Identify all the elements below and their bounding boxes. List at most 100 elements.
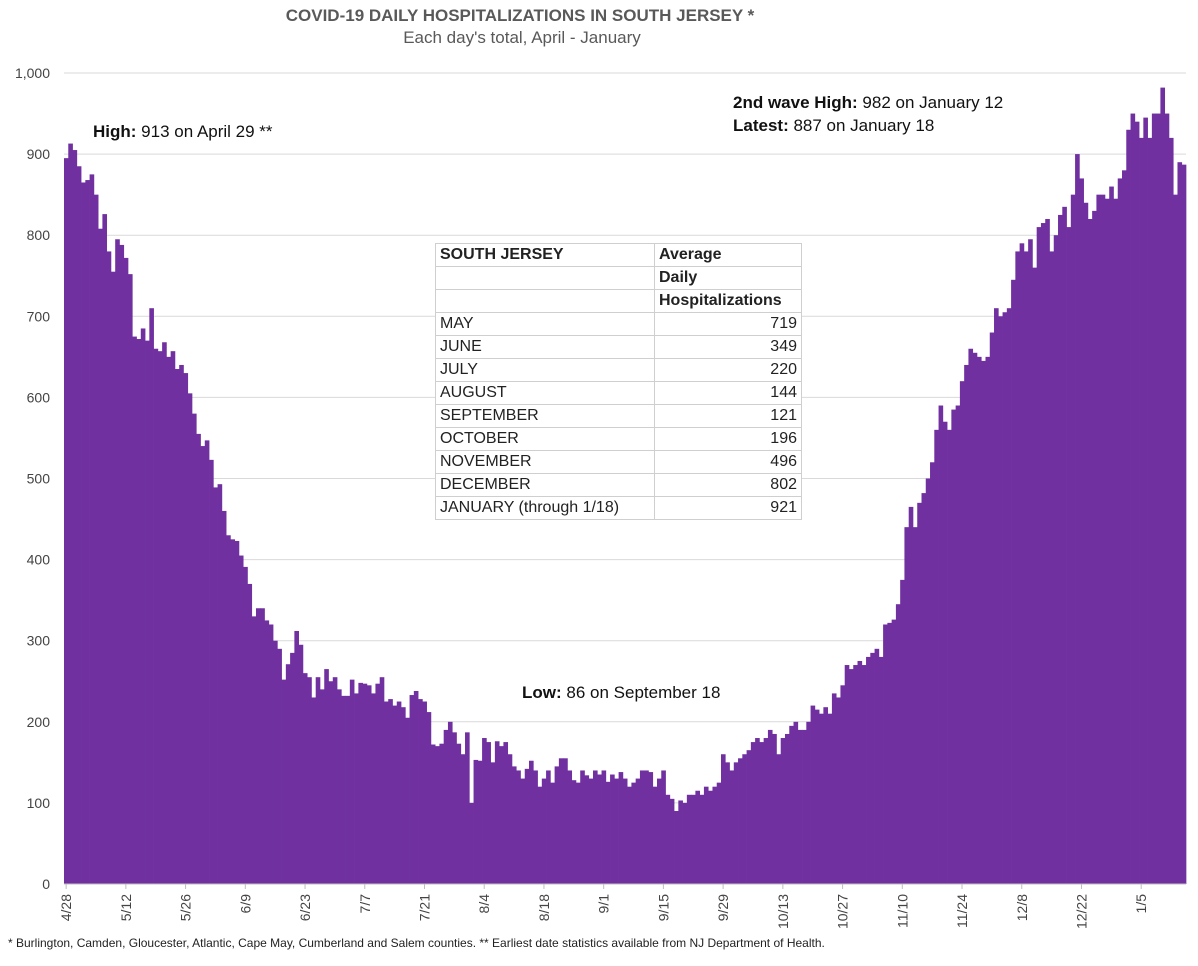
bar bbox=[307, 677, 312, 884]
bar bbox=[618, 772, 624, 884]
bar bbox=[366, 685, 372, 884]
x-tick-label: 7/7 bbox=[357, 894, 373, 914]
bar bbox=[883, 624, 888, 884]
bar bbox=[1053, 235, 1059, 884]
bar bbox=[657, 778, 662, 884]
bar bbox=[1164, 113, 1170, 885]
bar bbox=[1019, 243, 1025, 884]
bar bbox=[85, 180, 90, 885]
bar bbox=[567, 770, 573, 884]
bar bbox=[1070, 194, 1076, 884]
bar bbox=[140, 328, 146, 885]
bar bbox=[767, 729, 773, 884]
bar bbox=[1015, 251, 1020, 885]
bar bbox=[575, 782, 581, 885]
bar bbox=[315, 677, 321, 884]
bar bbox=[456, 743, 462, 884]
bar bbox=[328, 681, 334, 884]
table-header-hospitalizations: Hospitalizations bbox=[654, 289, 802, 313]
bar bbox=[127, 274, 133, 884]
bar bbox=[1173, 194, 1178, 884]
bar bbox=[870, 652, 875, 884]
bar bbox=[1177, 162, 1183, 884]
x-tick-label: 11/24 bbox=[954, 894, 970, 928]
second-wave-label: 2nd wave High: bbox=[733, 93, 858, 112]
table-row: JANUARY (through 1/18) 921 bbox=[435, 496, 802, 520]
bar bbox=[1143, 117, 1148, 885]
bar bbox=[942, 421, 948, 884]
table-header-spacer bbox=[435, 289, 655, 313]
second-wave-text: 982 on January 12 bbox=[858, 93, 1004, 112]
bar bbox=[776, 754, 782, 884]
bar bbox=[652, 786, 658, 884]
bar bbox=[759, 742, 764, 884]
bar bbox=[221, 510, 227, 884]
x-tick-label: 8/18 bbox=[536, 894, 552, 921]
bar bbox=[490, 762, 496, 884]
bar bbox=[392, 705, 398, 884]
table-row: AUGUST 144 bbox=[435, 381, 802, 405]
bar bbox=[725, 762, 730, 884]
bar bbox=[200, 446, 206, 884]
bar bbox=[1122, 170, 1127, 884]
table-cell-month: JUNE bbox=[435, 335, 655, 359]
table-cell-month: JANUARY (through 1/18) bbox=[435, 496, 655, 520]
bar bbox=[1126, 129, 1131, 884]
bar bbox=[72, 150, 78, 885]
bar bbox=[213, 487, 218, 884]
bar bbox=[110, 271, 116, 884]
bar bbox=[639, 770, 645, 884]
bar bbox=[998, 316, 1003, 884]
bar bbox=[524, 768, 530, 884]
bar bbox=[669, 798, 675, 884]
bar bbox=[900, 579, 905, 885]
bar bbox=[255, 608, 261, 884]
high-annotation-label: High: bbox=[93, 122, 136, 141]
bar bbox=[780, 738, 786, 884]
bar bbox=[1100, 194, 1106, 884]
bar bbox=[264, 620, 270, 884]
y-axis-ticks: 0 100 200 300 400 500 600 700 800 900 1,000 bbox=[15, 65, 50, 892]
bar bbox=[635, 778, 641, 884]
bar bbox=[686, 794, 692, 884]
bar bbox=[319, 689, 325, 884]
monthly-average-table: SOUTH JERSEY Average Daily Hospitalizati… bbox=[435, 243, 802, 520]
bar bbox=[861, 665, 867, 884]
bar bbox=[494, 741, 500, 884]
bar bbox=[810, 705, 816, 884]
bar bbox=[1083, 202, 1089, 884]
bar bbox=[541, 778, 547, 884]
bar bbox=[840, 685, 846, 884]
bar bbox=[989, 332, 995, 884]
bar bbox=[123, 257, 129, 884]
table-row: OCTOBER 196 bbox=[435, 427, 802, 451]
low-annotation: Low: 86 on September 18 bbox=[522, 683, 720, 702]
table-cell-month: DECEMBER bbox=[435, 473, 655, 497]
bar bbox=[955, 405, 961, 884]
bar bbox=[499, 746, 504, 884]
bar bbox=[443, 729, 449, 884]
y-tick-label: 900 bbox=[27, 146, 51, 162]
bar bbox=[755, 738, 760, 884]
bar bbox=[891, 619, 897, 884]
table-cell-month: MAY bbox=[435, 312, 655, 336]
bar bbox=[601, 770, 607, 884]
y-tick-label: 600 bbox=[27, 389, 51, 405]
bar bbox=[217, 484, 223, 884]
bar bbox=[610, 774, 615, 884]
table-row: NOVEMBER 496 bbox=[435, 450, 802, 474]
bar bbox=[908, 506, 914, 884]
bar bbox=[401, 707, 406, 884]
bar bbox=[226, 535, 231, 884]
bar bbox=[738, 758, 743, 884]
table-cell-value: 196 bbox=[654, 427, 802, 451]
bar bbox=[89, 174, 95, 885]
second-wave-annotation: 2nd wave High: 982 on January 12 bbox=[733, 93, 1003, 112]
bar bbox=[622, 778, 628, 884]
bar bbox=[1151, 113, 1157, 885]
bar bbox=[827, 713, 833, 884]
bar bbox=[784, 733, 790, 884]
bar bbox=[452, 732, 457, 884]
bar bbox=[627, 786, 632, 884]
